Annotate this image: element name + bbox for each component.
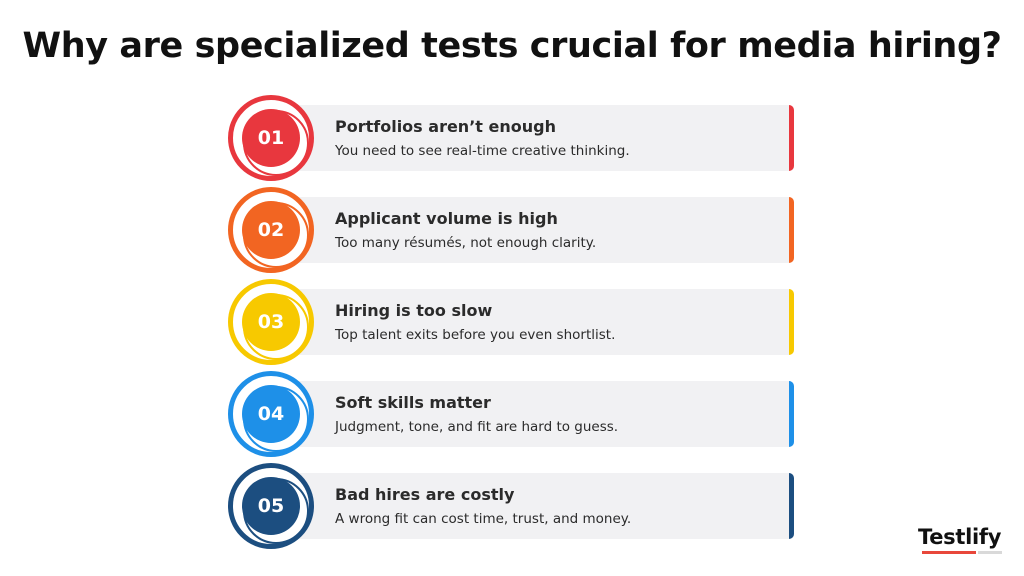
card-accent-edge — [789, 381, 794, 447]
card-accent-edge — [789, 197, 794, 263]
number-circle: 05 — [242, 477, 300, 535]
card-accent-edge — [789, 473, 794, 539]
item-description: Judgment, tone, and fit are hard to gues… — [335, 419, 619, 435]
item-number: 04 — [257, 403, 285, 425]
item-description: You need to see real-time creative think… — [335, 143, 630, 159]
item-title: Applicant volume is high — [335, 209, 558, 228]
item-number: 03 — [257, 311, 285, 333]
number-circle: 02 — [242, 201, 300, 259]
list-item: 04 Soft skills matter Judgment, tone, an… — [228, 371, 798, 459]
list-item: 05 Bad hires are costly A wrong fit can … — [228, 463, 798, 551]
number-circle: 04 — [242, 385, 300, 443]
logo-underline-secondary — [978, 551, 1002, 554]
item-title: Bad hires are costly — [335, 485, 515, 504]
list-item: 01 Portfolios aren’t enough You need to … — [228, 95, 798, 183]
item-number: 01 — [257, 127, 285, 149]
brand-logo: Testlify — [918, 525, 1002, 549]
item-title: Portfolios aren’t enough — [335, 117, 556, 136]
item-card — [272, 289, 794, 355]
card-accent-edge — [789, 289, 794, 355]
list-item: 02 Applicant volume is high Too many rés… — [228, 187, 798, 275]
card-accent-edge — [789, 105, 794, 171]
item-title: Hiring is too slow — [335, 301, 493, 320]
number-circle: 03 — [242, 293, 300, 351]
list-item: 03 Hiring is too slow Top talent exits b… — [228, 279, 798, 367]
item-card — [272, 105, 794, 171]
item-number: 05 — [257, 495, 285, 517]
logo-underline — [922, 551, 976, 554]
item-description: Too many résumés, not enough clarity. — [335, 235, 597, 251]
item-title: Soft skills matter — [335, 393, 491, 412]
item-description: Top talent exits before you even shortli… — [335, 327, 616, 343]
item-card — [272, 197, 794, 263]
item-description: A wrong fit can cost time, trust, and mo… — [335, 511, 632, 527]
page-title: Why are specialized tests crucial for me… — [22, 26, 1002, 66]
item-card — [272, 473, 794, 539]
number-circle: 01 — [242, 109, 300, 167]
item-card — [272, 381, 794, 447]
item-number: 02 — [257, 219, 285, 241]
